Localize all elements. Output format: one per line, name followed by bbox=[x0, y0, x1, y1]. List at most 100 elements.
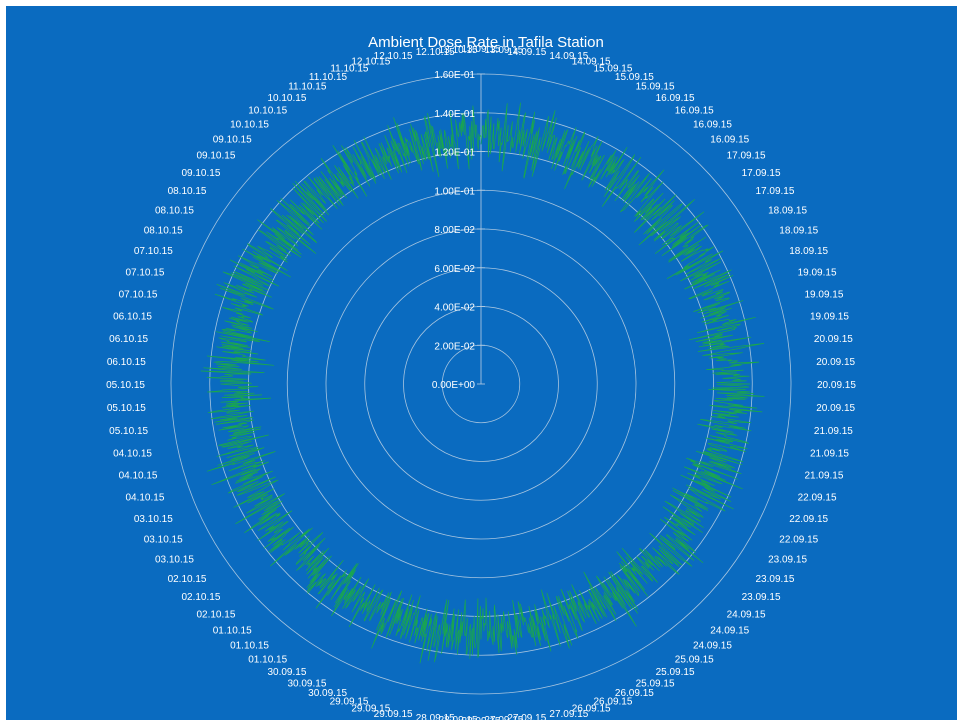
series-line bbox=[200, 102, 765, 664]
angular-tick-label: 11.10.15 bbox=[330, 63, 369, 74]
angular-tick-label: 04.10.15 bbox=[125, 493, 164, 504]
angular-tick-label: 26.09.15 bbox=[615, 688, 654, 699]
angular-tick-label: 27.09.15 bbox=[507, 713, 546, 720]
angular-tick-label: 09.10.15 bbox=[213, 134, 252, 145]
angular-tick-label: 20.09.15 bbox=[817, 380, 856, 391]
angular-tick-label: 13.09.15 bbox=[462, 44, 501, 55]
angular-tick-label: 17.09.15 bbox=[727, 151, 766, 162]
angular-tick-label: 18.09.15 bbox=[779, 225, 818, 236]
angular-tick-label: 09.10.15 bbox=[181, 168, 220, 179]
angular-tick-label: 28.09.15 bbox=[439, 715, 478, 720]
radial-tick-label: 1.20E-01 bbox=[434, 148, 475, 159]
angular-tick-label: 30.09.15 bbox=[287, 678, 326, 689]
angular-tick-label: 05.10.15 bbox=[109, 426, 148, 437]
angular-tick-label: 21.09.15 bbox=[810, 448, 849, 459]
radial-tick-label: 6.00E-02 bbox=[434, 264, 475, 275]
angular-tick-label: 15.09.15 bbox=[594, 63, 633, 74]
angular-tick-label: 08.10.15 bbox=[155, 205, 194, 216]
angular-tick-label: 23.09.15 bbox=[768, 555, 807, 566]
dose-rate-series bbox=[200, 102, 765, 664]
angular-tick-label: 22.09.15 bbox=[798, 493, 837, 504]
radial-tick-label: 1.40E-01 bbox=[434, 109, 475, 120]
angular-tick-label: 11.10.15 bbox=[309, 72, 348, 83]
angular-tick-label: 22.09.15 bbox=[789, 514, 828, 525]
angular-tick-label: 12.10.15 bbox=[351, 57, 390, 68]
angular-tick-label: 19.09.15 bbox=[798, 268, 837, 279]
angular-tick-label: 27.09.15 bbox=[549, 709, 588, 720]
angular-tick-label: 03.10.15 bbox=[134, 514, 173, 525]
angular-tick-label: 28.09.15 bbox=[416, 713, 455, 720]
angular-tick-label: 22.09.15 bbox=[779, 535, 818, 546]
angular-tick-label: 30.09.15 bbox=[308, 688, 347, 699]
angular-tick-label: 06.10.15 bbox=[109, 334, 148, 345]
angular-tick-label: 12.10.15 bbox=[374, 51, 413, 62]
angular-tick-label: 01.10.15 bbox=[248, 655, 287, 666]
radial-tick-label: 4.00E-02 bbox=[434, 303, 475, 314]
angular-tick-label: 21.09.15 bbox=[805, 471, 844, 482]
polar-chart: Ambient Dose Rate in Tafila Station 0.00… bbox=[106, 34, 856, 720]
angular-tick-label: 21.09.15 bbox=[814, 426, 853, 437]
angular-tick-label: 18.09.15 bbox=[768, 205, 807, 216]
angular-tick-label: 16.09.15 bbox=[710, 134, 749, 145]
angular-tick-label: 15.09.15 bbox=[615, 72, 654, 83]
angular-tick-label: 19.09.15 bbox=[810, 312, 849, 323]
angular-tick-label: 20.09.15 bbox=[814, 334, 853, 345]
radial-tick-label: 1.00E-01 bbox=[434, 186, 475, 197]
angular-tick-label: 05.10.15 bbox=[107, 403, 146, 414]
angular-tick-label: 20.09.15 bbox=[816, 403, 855, 414]
angular-tick-label: 30.09.15 bbox=[267, 667, 306, 678]
angular-tick-label: 02.10.15 bbox=[196, 609, 235, 620]
angular-tick-label: 29.09.15 bbox=[374, 709, 413, 720]
radial-tick-label: 0.00E+00 bbox=[432, 380, 476, 391]
angular-tick-label: 16.09.15 bbox=[656, 93, 695, 104]
angular-tick-label: 26.09.15 bbox=[594, 697, 633, 708]
angular-tick-label: 23.09.15 bbox=[742, 592, 781, 603]
angular-tick-label: 29.09.15 bbox=[330, 697, 369, 708]
angular-tick-label: 06.10.15 bbox=[107, 357, 146, 368]
angular-tick-label: 01.10.15 bbox=[230, 641, 269, 652]
angular-tick-label: 14.09.15 bbox=[572, 57, 611, 68]
angular-tick-label: 06.10.15 bbox=[113, 312, 152, 323]
angular-tick-label: 08.10.15 bbox=[168, 186, 207, 197]
angular-tick-label: 11.10.15 bbox=[288, 82, 327, 93]
angular-tick-label: 01.10.15 bbox=[213, 626, 252, 637]
angular-tick-label: 10.10.15 bbox=[230, 119, 269, 130]
angular-tick-label: 24.09.15 bbox=[693, 641, 732, 652]
angular-tick-label: 09.10.15 bbox=[196, 151, 235, 162]
angular-tick-label: 19.09.15 bbox=[805, 289, 844, 300]
angular-tick-label: 25.09.15 bbox=[675, 655, 714, 666]
angular-tick-label: 24.09.15 bbox=[710, 626, 749, 637]
angular-tick-label: 08.10.15 bbox=[144, 225, 183, 236]
angular-tick-label: 16.09.15 bbox=[675, 106, 714, 117]
angular-tick-label: 26.09.15 bbox=[572, 704, 611, 715]
angular-tick-label: 29.09.15 bbox=[351, 704, 390, 715]
angular-tick-label: 07.10.15 bbox=[134, 246, 173, 257]
angular-tick-label: 13.10.15 bbox=[439, 45, 478, 56]
chart-area: Ambient Dose Rate in Tafila Station 0.00… bbox=[6, 6, 957, 720]
angular-tick-label: 18.09.15 bbox=[789, 246, 828, 257]
angular-tick-label: 04.10.15 bbox=[113, 448, 152, 459]
radial-tick-label: 1.60E-01 bbox=[434, 70, 475, 81]
angular-tick-label: 04.10.15 bbox=[119, 471, 158, 482]
angular-tick-label: 10.10.15 bbox=[248, 106, 287, 117]
angular-tick-label: 14.09.15 bbox=[549, 51, 588, 62]
angular-tick-label: 25.09.15 bbox=[636, 678, 675, 689]
angular-tick-label: 02.10.15 bbox=[168, 574, 207, 585]
angular-tick-label: 15.09.15 bbox=[636, 82, 675, 93]
angular-tick-label: 24.09.15 bbox=[727, 609, 766, 620]
radial-tick-labels: 0.00E+00 2.00E-02 4.00E-02 6.00E-02 8.00E-02… bbox=[432, 70, 485, 391]
angular-tick-label: 10.10.15 bbox=[267, 93, 306, 104]
angular-tick-label: 20.09.15 bbox=[816, 357, 855, 368]
angular-tick-label: 25.09.15 bbox=[656, 667, 695, 678]
angular-tick-label: 14.09.15 bbox=[507, 47, 546, 58]
angular-tick-label: 13.09.15 bbox=[484, 45, 523, 56]
radial-tick-label: 2.00E-02 bbox=[434, 341, 475, 352]
angular-tick-label: 07.10.15 bbox=[125, 268, 164, 279]
angular-tick-label: 16.09.15 bbox=[693, 119, 732, 130]
chart-title: Ambient Dose Rate in Tafila Station bbox=[368, 34, 604, 51]
radial-tick-label: 8.00E-02 bbox=[434, 225, 475, 236]
angular-tick-label: 23.09.15 bbox=[756, 574, 795, 585]
angular-tick-label: 28.09.15 bbox=[462, 716, 501, 720]
angular-tick-label: 02.10.15 bbox=[181, 592, 220, 603]
